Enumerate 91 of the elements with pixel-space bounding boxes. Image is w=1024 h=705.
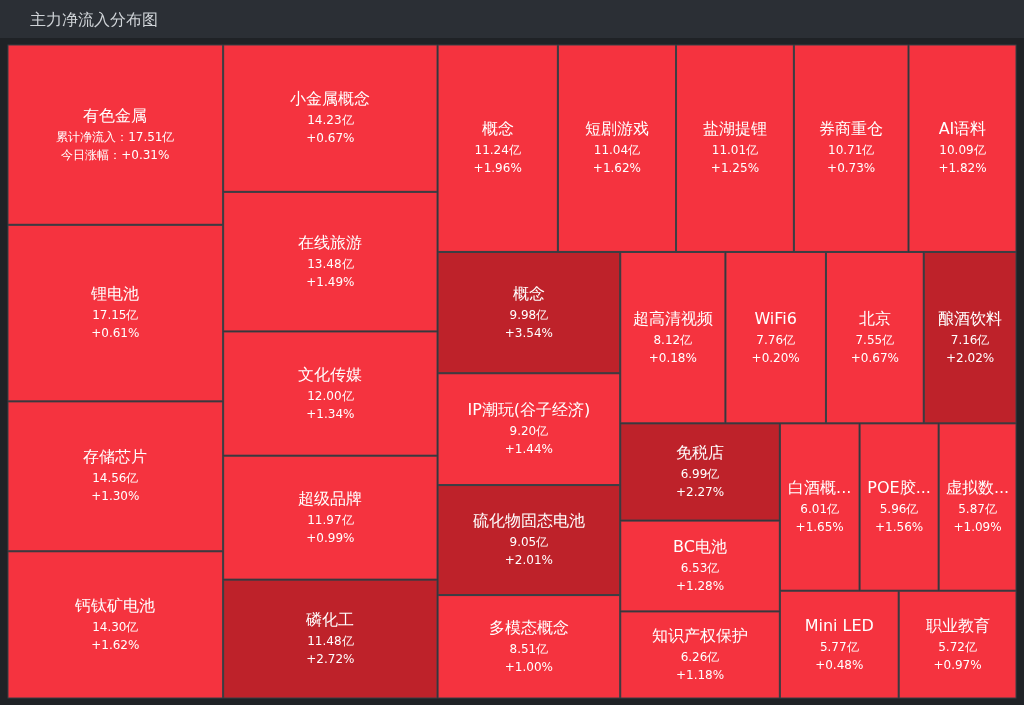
data-label: +0.20%	[751, 350, 800, 365]
data-label: 11.01亿	[711, 143, 759, 158]
data-label: +1.25%	[710, 161, 760, 176]
data-label: 10.09亿	[939, 143, 986, 158]
data-label: 5.87亿	[958, 502, 997, 517]
category-label: 知识产权保护	[652, 625, 749, 645]
category-label: 存储芯片	[83, 447, 148, 467]
data-label: +1.09%	[953, 520, 1002, 535]
category-label: 硫化物固态电池	[472, 511, 585, 531]
data-label: 累计净流入：17.51亿	[56, 129, 175, 144]
category-label: IP潮玩(谷子经济)	[467, 400, 591, 420]
data-label: 9.98亿	[509, 307, 549, 322]
data-label: 5.77亿	[819, 639, 859, 654]
category-label: 北京	[858, 308, 891, 328]
data-label: +0.99%	[306, 530, 355, 545]
category-label: 在线旅游	[298, 232, 363, 252]
data-label: +1.00%	[504, 659, 553, 674]
category-label: 券商重仓	[819, 119, 884, 139]
data-label: +1.34%	[306, 406, 355, 421]
data-label: 10.71亿	[828, 143, 875, 158]
category-label: 虚拟数...	[945, 478, 1010, 498]
data-label: 9.20亿	[509, 424, 549, 439]
data-label: 9.05亿	[509, 535, 549, 550]
data-label: 11.97亿	[307, 512, 354, 527]
data-label: 11.04亿	[593, 143, 641, 158]
category-label: 盐湖提锂	[702, 119, 767, 139]
text: 主力净流入分布图	[30, 10, 158, 29]
category-label: 小金属概念	[290, 89, 371, 109]
data-label: +2.02%	[946, 350, 995, 365]
category-label: AI语料	[938, 119, 987, 139]
data-label: +0.67%	[306, 131, 355, 146]
data-label: +1.62%	[91, 637, 140, 652]
data-label: +2.72%	[306, 652, 355, 667]
data-label: 5.72亿	[938, 639, 977, 654]
data-label: 6.26亿	[680, 649, 720, 664]
data-label: 11.24亿	[474, 143, 521, 158]
data-label: +0.67%	[850, 350, 899, 365]
data-label: 6.99亿	[680, 466, 720, 481]
data-label: +1.56%	[875, 520, 924, 535]
data-label: +1.49%	[306, 274, 355, 289]
data-label: +0.48%	[815, 657, 864, 672]
category-label: 多模态概念	[488, 617, 569, 637]
category-label: 超高清视频	[632, 308, 713, 328]
category-label: Mini LED	[804, 615, 874, 635]
data-label: +1.65%	[795, 520, 844, 535]
data-label: 14.23亿	[307, 113, 354, 128]
data-label: +1.96%	[473, 161, 522, 176]
data-label: 17.15亿	[92, 308, 139, 323]
data-label: 12.00亿	[307, 388, 354, 403]
data-label: +2.01%	[504, 553, 553, 568]
data-label: 6.01亿	[800, 502, 840, 517]
category-label: 有色金属	[83, 105, 148, 125]
category-label: 钙钛矿电池	[74, 595, 156, 615]
data-label: +0.18%	[648, 350, 697, 365]
data-label: +2.27%	[675, 484, 725, 499]
data-label: 14.56亿	[92, 471, 139, 486]
category-label: WiFi6	[754, 308, 797, 328]
data-label: +0.61%	[91, 326, 140, 341]
data-label: +1.28%	[675, 579, 725, 593]
category-label: 锂电池	[90, 284, 140, 304]
category-label: 白酒概...	[788, 478, 852, 498]
category-label: 短剧游戏	[584, 119, 649, 139]
data-label: 8.51亿	[509, 641, 549, 656]
data-label: +1.44%	[504, 442, 553, 457]
category-label: 文化传媒	[298, 364, 363, 384]
data-label: +0.97%	[933, 657, 982, 672]
category-label: 概念	[481, 119, 514, 139]
category-label: 酿酒饮料	[938, 308, 1003, 328]
data-label: 7.55亿	[855, 332, 895, 347]
category-label: POE胶...	[867, 478, 931, 498]
category-label: 超级品牌	[298, 488, 363, 508]
category-label: 概念	[512, 283, 545, 303]
data-label: 7.16亿	[950, 332, 990, 347]
data-label: +3.54%	[504, 325, 553, 340]
category-label: 磷化工	[305, 610, 355, 630]
data-label: 13.48亿	[307, 256, 354, 271]
data-label: +1.62%	[592, 161, 642, 176]
category-label: BC电池	[673, 537, 727, 556]
data-label: 8.12亿	[653, 332, 693, 347]
data-label: 14.30亿	[92, 619, 139, 634]
data-label: +0.73%	[827, 161, 876, 176]
data-label: 5.96亿	[879, 502, 919, 517]
data-label: +1.18%	[675, 667, 725, 682]
data-label: 11.48亿	[307, 634, 354, 649]
data-label: 6.53亿	[680, 561, 720, 575]
category-label: 免税店	[676, 442, 725, 462]
data-label: 7.76亿	[756, 332, 796, 347]
data-label: +1.82%	[938, 161, 987, 176]
data-label: +1.30%	[91, 489, 140, 504]
category-label: 职业教育	[925, 615, 990, 635]
data-label: 今日涨幅：+0.31%	[61, 147, 170, 162]
